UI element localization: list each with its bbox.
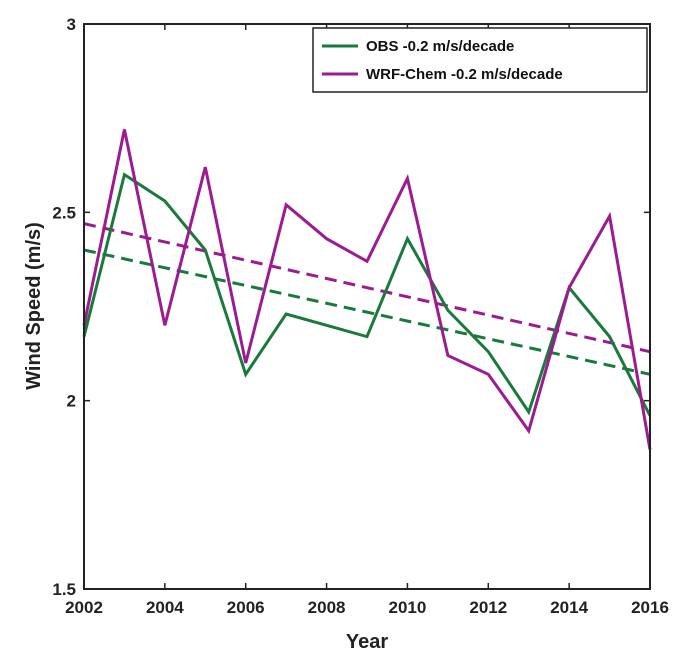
legend-label-wrf-chem: WRF-Chem -0.2 m/s/decade xyxy=(366,66,563,83)
y-tick-label: 2.5 xyxy=(52,203,76,222)
y-tick-label: 2 xyxy=(67,392,76,411)
series-line-0 xyxy=(82,172,652,417)
x-tick-label: 2006 xyxy=(227,598,265,617)
y-tick-label: 3 xyxy=(67,15,76,34)
series-lines xyxy=(82,129,652,450)
legend-label-obs: OBS -0.2 m/s/decade xyxy=(366,38,514,55)
y-tick-label: 1.5 xyxy=(52,580,76,599)
y-axis-label: Wind Speed (m/s) xyxy=(23,222,45,390)
x-tick-label: 2010 xyxy=(389,598,427,617)
x-tick-label: 2002 xyxy=(65,598,103,617)
x-tick-label: 2008 xyxy=(308,598,346,617)
x-tick-label: 2012 xyxy=(469,598,507,617)
x-tick-label: 2016 xyxy=(631,598,669,617)
series-line-1 xyxy=(82,129,652,450)
legend-box xyxy=(312,27,648,93)
legend: OBS -0.2 m/s/decade WRF-Chem -0.2 m/s/de… xyxy=(312,27,648,93)
plot-frame xyxy=(83,23,651,590)
x-axis-label: Year xyxy=(346,631,388,653)
x-tick-label: 2004 xyxy=(146,598,184,617)
y-axis-ticks: 1.5 2 2.5 3 xyxy=(52,15,650,599)
x-axis-ticks: 2002 2004 2006 2008 2010 2012 2014 2016 xyxy=(65,24,669,617)
x-tick-label: 2014 xyxy=(550,598,588,617)
plot-area xyxy=(84,24,650,589)
